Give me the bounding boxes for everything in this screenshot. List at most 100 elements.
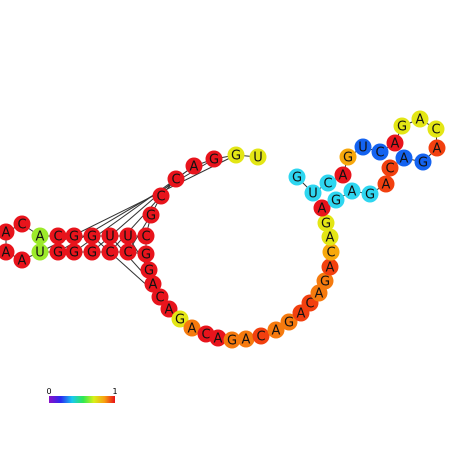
nucleotide-letter: G — [69, 246, 79, 261]
nucleotide: U — [32, 244, 49, 261]
nucleotide-letter: G — [320, 275, 330, 290]
nucleotide: C — [320, 175, 337, 192]
nucleotide: C — [102, 244, 119, 261]
nucleotide-letter: C — [385, 162, 394, 177]
nucleotide: C — [372, 144, 389, 161]
nucleotide: G — [228, 147, 245, 164]
nucleotide: C — [428, 121, 445, 138]
nucleotide: A — [322, 259, 339, 276]
base-pair-bonds — [40, 155, 236, 297]
nucleotide-letter: G — [284, 316, 294, 331]
nucleotide-letter: G — [227, 334, 237, 349]
nucleotide-letter: C — [156, 190, 165, 205]
nucleotide-letter: C — [141, 230, 150, 245]
nucleotide-letter: C — [431, 123, 440, 138]
nucleotide: A — [387, 135, 404, 152]
nucleotide: C — [153, 188, 170, 205]
nucleotide: A — [378, 176, 395, 193]
nucleotide-letter: G — [365, 188, 375, 203]
nucleotide: G — [206, 151, 223, 168]
nucleotide: A — [429, 140, 446, 157]
nucleotide: C — [382, 160, 399, 177]
nucleotide: U — [355, 139, 372, 156]
color-scale-bar — [49, 396, 115, 403]
nucleotide-letter: G — [175, 313, 185, 328]
nucleotide-letter: A — [2, 226, 11, 241]
nucleotide-letter: U — [105, 230, 115, 245]
nucleotide: C — [323, 244, 340, 261]
nucleotide: U — [305, 185, 322, 202]
nucleotide-letter: U — [308, 187, 318, 202]
nucleotide-letter: C — [171, 173, 180, 188]
nucleotide: C — [50, 228, 67, 245]
nucleotide: U — [250, 149, 267, 166]
nucleotide-letter: A — [348, 185, 357, 200]
nucleotide-letter: C — [323, 177, 332, 192]
nucleotide: G — [415, 154, 432, 171]
nucleotide: G — [138, 246, 155, 263]
nucleotide: A — [14, 252, 31, 269]
nucleotide-letter: U — [253, 151, 263, 166]
nucleotide-letter: A — [391, 137, 400, 152]
nucleotide-letter: C — [53, 230, 62, 245]
nucleotide-letter: U — [123, 230, 133, 245]
nucleotide-letter: A — [318, 202, 327, 217]
nucleotide-letter: G — [343, 151, 353, 166]
nucleotide: A — [412, 111, 429, 128]
nucleotide-letter: A — [400, 152, 409, 167]
nucleotide-letter: G — [209, 153, 219, 168]
nucleotide-letter: A — [416, 113, 425, 128]
nucleotide: A — [335, 167, 352, 184]
nucleotide-letter: A — [36, 230, 45, 245]
nucleotide-letter: U — [358, 141, 368, 156]
color-scale-legend: 0 1 — [46, 387, 117, 403]
nucleotide-letter: A — [214, 332, 223, 347]
nucleotide: G — [328, 192, 345, 209]
nucleotide-letter: C — [256, 330, 265, 345]
nucleotide: G — [394, 118, 411, 135]
nucleotide-letter: G — [141, 248, 151, 263]
nucleotide: G — [84, 228, 101, 245]
nucleotide-letter: G — [69, 230, 79, 245]
nucleotide-letter: G — [231, 149, 241, 164]
nucleotide: A — [396, 150, 413, 167]
nucleotide-letter: A — [190, 160, 199, 175]
nucleotide: G — [66, 228, 83, 245]
nucleotide: C — [168, 171, 185, 188]
nucleotide: A — [186, 158, 203, 175]
nucleotide: C — [14, 216, 31, 233]
nucleotide: G — [143, 207, 160, 224]
nucleotide: A — [32, 228, 49, 245]
nucleotide: U — [120, 228, 137, 245]
nucleotide: G — [340, 149, 357, 166]
nucleotide: A — [238, 331, 255, 348]
legend-max-label: 1 — [112, 387, 117, 396]
nucleotide-letter: A — [326, 231, 335, 246]
nucleotide-letter: A — [165, 303, 174, 318]
nucleotide-letter: C — [326, 246, 335, 261]
legend-min-label: 0 — [46, 387, 51, 396]
nucleotide-letter: A — [188, 322, 197, 337]
nucleotide-letter: A — [272, 324, 281, 339]
nucleotide-letter: C — [123, 246, 132, 261]
nucleotide: A — [344, 183, 361, 200]
nucleotide-letter: C — [375, 146, 384, 161]
nucleotide-letter: C — [17, 218, 26, 233]
nucleotide-letter: A — [242, 333, 251, 348]
nucleotide-letter: A — [382, 178, 391, 193]
nucleotide: C — [138, 228, 155, 245]
nucleotide-letter: C — [105, 246, 114, 261]
nucleotide-letter: G — [87, 230, 97, 245]
nucleotide: G — [66, 244, 83, 261]
nucleotide-letter: A — [18, 254, 27, 269]
nucleotide: C — [120, 244, 137, 261]
nucleotide-letter: G — [146, 209, 156, 224]
nucleotide: C — [253, 328, 270, 345]
nucleotide-letter: G — [418, 156, 428, 171]
nucleotide-letter: G — [53, 246, 63, 261]
nucleotide-letter: G — [292, 171, 302, 186]
nucleotide-letter: G — [321, 217, 331, 232]
nucleotide: G — [362, 186, 379, 203]
nucleotide: A — [0, 224, 15, 241]
